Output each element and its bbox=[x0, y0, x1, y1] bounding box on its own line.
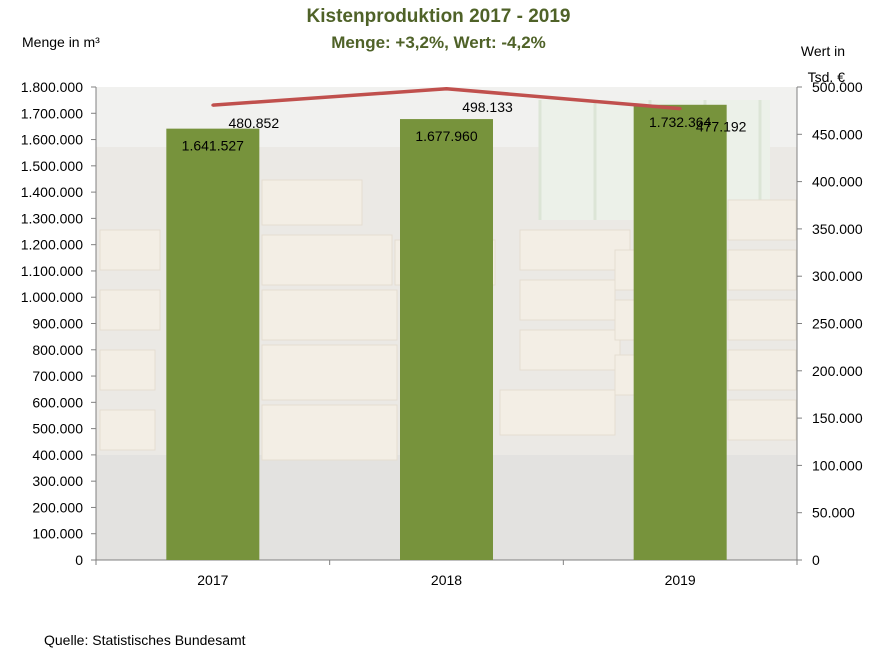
chart-title: Kistenproduktion 2017 - 2019 bbox=[306, 6, 571, 27]
left-tick-label: 1.400.000 bbox=[21, 184, 83, 200]
data-labels: 1.641.527 1.677.960 1.732.364 480.852 498.13… bbox=[182, 99, 747, 154]
left-tick-label: 1.300.000 bbox=[21, 210, 83, 226]
left-tick-label: 600.000 bbox=[32, 394, 83, 410]
x-tick-label: 2019 bbox=[665, 572, 696, 588]
crate bbox=[727, 399, 797, 441]
bar-series bbox=[166, 104, 727, 560]
right-tick-label: 450.000 bbox=[812, 126, 863, 142]
crate bbox=[727, 349, 797, 391]
left-tick-label: 500.000 bbox=[32, 421, 83, 437]
left-tick-label: 400.000 bbox=[32, 447, 83, 463]
left-tick-label: 1.500.000 bbox=[21, 158, 83, 174]
crate bbox=[261, 179, 363, 226]
crate bbox=[99, 349, 156, 391]
bar-2017 bbox=[166, 128, 260, 560]
line-value-label: 477.192 bbox=[696, 119, 747, 135]
x-tick-label: 2018 bbox=[431, 572, 462, 588]
line-point bbox=[211, 103, 215, 107]
right-tick-label: 400.000 bbox=[812, 174, 863, 190]
right-tick-label: 300.000 bbox=[812, 268, 863, 284]
line-value-label: 498.133 bbox=[462, 99, 513, 115]
crate bbox=[261, 404, 398, 461]
source-note: Quelle: Statistisches Bundesamt bbox=[44, 632, 246, 648]
crate bbox=[519, 229, 631, 271]
crate bbox=[261, 344, 398, 401]
crate bbox=[99, 229, 161, 271]
crate bbox=[261, 234, 393, 286]
left-tick-label: 1.800.000 bbox=[21, 79, 83, 95]
line-value-label: 480.852 bbox=[229, 115, 280, 131]
crate bbox=[727, 299, 797, 341]
left-tick-label: 1.200.000 bbox=[21, 237, 83, 253]
left-axis-label: Menge in m³ bbox=[22, 34, 100, 50]
bar-value-label: 1.732.364 bbox=[649, 114, 711, 130]
crate bbox=[519, 329, 621, 371]
crate bbox=[261, 289, 398, 341]
left-tick-label: 200.000 bbox=[32, 499, 83, 515]
right-tick-label: 500.000 bbox=[812, 79, 863, 95]
right-tick-label: 0 bbox=[812, 552, 820, 568]
crate bbox=[727, 249, 797, 291]
right-tick-label: 200.000 bbox=[812, 363, 863, 379]
right-tick-label: 350.000 bbox=[812, 221, 863, 237]
chart-subtitle: Menge: +3,2%, Wert: -4,2% bbox=[331, 33, 546, 52]
left-tick-label: 0 bbox=[75, 552, 83, 568]
line-series bbox=[211, 87, 682, 111]
axes: 0 100.000 200.000 300.000 400.000 500.000 600.… bbox=[21, 79, 863, 588]
right-tick-label: 100.000 bbox=[812, 457, 863, 473]
right-axis-label: Wert in Tsd. € bbox=[800, 43, 845, 85]
bar-2019 bbox=[633, 104, 727, 560]
left-tick-label: 1.600.000 bbox=[21, 132, 83, 148]
bar-value-label: 1.677.960 bbox=[415, 128, 477, 144]
x-tick-label: 2017 bbox=[197, 572, 228, 588]
bar-value-label: 1.641.527 bbox=[182, 138, 244, 154]
crate bbox=[499, 389, 616, 436]
line-point bbox=[678, 107, 682, 111]
right-tick-label: 150.000 bbox=[812, 410, 863, 426]
left-tick-label: 900.000 bbox=[32, 316, 83, 332]
left-tick-label: 1.100.000 bbox=[21, 263, 83, 279]
left-tick-label: 800.000 bbox=[32, 342, 83, 358]
left-tick-label: 700.000 bbox=[32, 368, 83, 384]
crate bbox=[519, 279, 616, 321]
right-tick-label: 250.000 bbox=[812, 316, 863, 332]
left-tick-label: 1.700.000 bbox=[21, 105, 83, 121]
crate bbox=[99, 289, 161, 331]
crate bbox=[99, 409, 156, 451]
crate bbox=[727, 199, 797, 241]
line-point bbox=[445, 87, 448, 91]
right-tick-label: 50.000 bbox=[812, 505, 855, 521]
bar-2018 bbox=[400, 119, 493, 560]
left-tick-label: 300.000 bbox=[32, 473, 83, 489]
left-tick-label: 100.000 bbox=[32, 526, 83, 542]
left-tick-label: 1.000.000 bbox=[21, 289, 83, 305]
